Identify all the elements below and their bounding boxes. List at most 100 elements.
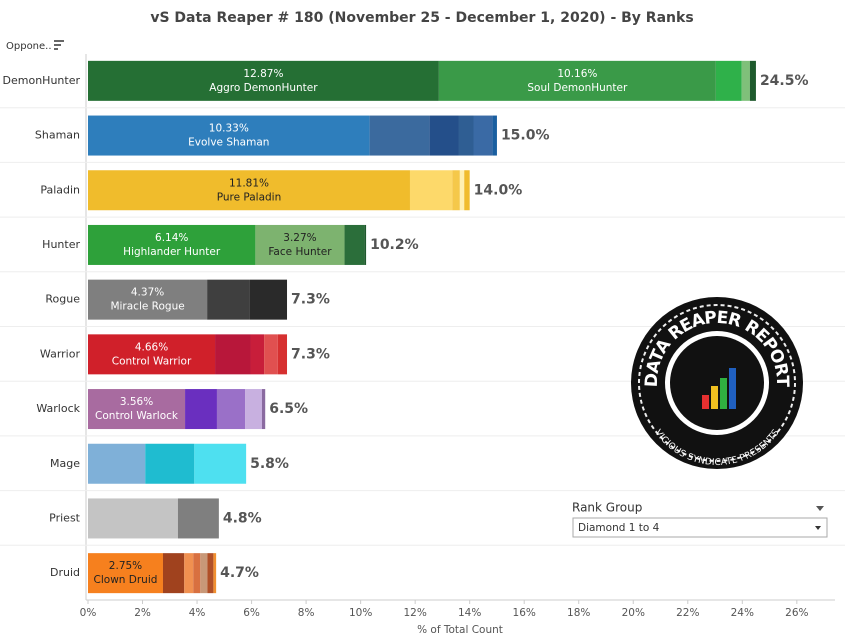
x-tick-label: 16% bbox=[513, 607, 536, 619]
total-label: 10.2% bbox=[370, 237, 419, 253]
x-tick-label: 14% bbox=[458, 607, 481, 619]
row-header[interactable]: Oppone.. bbox=[6, 41, 52, 52]
bar-segment bbox=[213, 553, 217, 594]
category-label: Paladin bbox=[40, 183, 80, 196]
segment-name: Control Warrior bbox=[112, 355, 192, 367]
total-label: 5.8% bbox=[250, 456, 289, 472]
bar-segment bbox=[438, 60, 716, 101]
bar-segment bbox=[741, 60, 750, 101]
category-label: Priest bbox=[49, 511, 81, 524]
filter-menu[interactable] bbox=[816, 506, 824, 511]
segment-value: 4.37% bbox=[131, 287, 164, 299]
bar-segment bbox=[145, 443, 195, 484]
x-tick-label: 4% bbox=[189, 607, 206, 619]
bar-segment bbox=[216, 389, 246, 430]
bar-segment bbox=[177, 498, 219, 539]
category-label: Warlock bbox=[36, 402, 80, 415]
x-tick-label: 24% bbox=[731, 607, 754, 619]
x-axis-title: % of Total Count bbox=[417, 624, 503, 636]
bar-segment bbox=[162, 553, 185, 594]
bar-segment bbox=[492, 115, 497, 156]
total-label: 6.5% bbox=[269, 401, 308, 417]
total-label: 4.7% bbox=[220, 565, 259, 581]
bar-segment bbox=[88, 170, 410, 211]
bar-segment bbox=[193, 553, 201, 594]
bar-segment bbox=[255, 224, 345, 265]
bar-segment bbox=[215, 334, 251, 375]
x-tick-label: 10% bbox=[349, 607, 372, 619]
bar-segment bbox=[409, 170, 453, 211]
segment-value: 3.27% bbox=[283, 232, 316, 244]
filter-value[interactable]: Diamond 1 to 4 bbox=[578, 522, 660, 534]
category-label: Shaman bbox=[35, 129, 80, 142]
segment-name: Face Hunter bbox=[268, 246, 332, 258]
bar-segment bbox=[464, 170, 470, 211]
category-label: Rogue bbox=[45, 293, 80, 306]
bar-segment bbox=[364, 224, 367, 265]
bar-segment bbox=[344, 224, 365, 265]
x-tick-label: 18% bbox=[567, 607, 590, 619]
bar-segment bbox=[185, 389, 217, 430]
category-label: Mage bbox=[50, 457, 80, 470]
logo: DATA REAPER REPORT VICIOUS SYNDICATE PRE… bbox=[631, 297, 803, 469]
segment-name: Pure Paladin bbox=[217, 191, 282, 203]
bar-segment bbox=[459, 170, 465, 211]
category-label: Druid bbox=[50, 566, 80, 579]
segment-value: 10.33% bbox=[209, 123, 249, 135]
x-tick-label: 22% bbox=[676, 607, 699, 619]
x-tick-label: 2% bbox=[134, 607, 151, 619]
total-label: 7.3% bbox=[291, 346, 330, 362]
bar-segment bbox=[88, 389, 186, 430]
x-tick-label: 26% bbox=[785, 607, 808, 619]
bar-segment bbox=[749, 60, 756, 101]
segment-name: Control Warlock bbox=[95, 410, 179, 422]
bar-segment bbox=[249, 279, 288, 320]
segment-name: Miracle Rogue bbox=[110, 301, 184, 313]
bar-segment bbox=[88, 443, 146, 484]
bar-segment bbox=[245, 389, 262, 430]
total-label: 7.3% bbox=[291, 292, 330, 308]
segment-value: 11.81% bbox=[229, 177, 269, 189]
segment-name: Highlander Hunter bbox=[123, 246, 221, 258]
total-label: 24.5% bbox=[760, 73, 809, 89]
bar-segment bbox=[277, 334, 288, 375]
segment-value: 6.14% bbox=[155, 232, 188, 244]
category-label: Warrior bbox=[40, 347, 81, 360]
total-label: 4.8% bbox=[223, 510, 262, 526]
bar-segment bbox=[207, 279, 250, 320]
sort-icon[interactable] bbox=[54, 40, 64, 50]
bar-segment bbox=[88, 553, 163, 594]
x-tick-label: 8% bbox=[298, 607, 315, 619]
bar-segment bbox=[207, 553, 214, 594]
segment-name: Aggro DemonHunter bbox=[209, 82, 318, 94]
x-tick-label: 20% bbox=[622, 607, 645, 619]
bar-segment bbox=[88, 498, 178, 539]
segment-name: Clown Druid bbox=[94, 574, 158, 586]
category-label: Hunter bbox=[42, 238, 80, 251]
bar-segment bbox=[458, 115, 474, 156]
x-tick-label: 0% bbox=[80, 607, 97, 619]
bar-segment bbox=[473, 115, 493, 156]
bar-segment bbox=[452, 170, 460, 211]
segment-value: 3.56% bbox=[120, 396, 153, 408]
dropdown-arrow[interactable] bbox=[815, 526, 821, 530]
bar-segment bbox=[261, 389, 266, 430]
bar-segment bbox=[88, 279, 208, 320]
bar-segment bbox=[715, 60, 742, 101]
bar-segment bbox=[184, 553, 194, 594]
segment-value: 2.75% bbox=[109, 560, 142, 572]
segment-value: 10.16% bbox=[557, 68, 597, 80]
bar-segment bbox=[88, 60, 439, 101]
filter-dropdown[interactable] bbox=[572, 517, 828, 538]
segment-value: 12.87% bbox=[243, 68, 283, 80]
chart-title: vS Data Reaper # 180 (November 25 - Dece… bbox=[150, 10, 693, 26]
segment-name: Evolve Shaman bbox=[188, 137, 269, 149]
segment-name: Soul DemonHunter bbox=[527, 82, 628, 94]
x-tick-label: 6% bbox=[243, 607, 260, 619]
bar-segment bbox=[194, 443, 247, 484]
bar-segment bbox=[88, 115, 370, 156]
bar-segment bbox=[250, 334, 265, 375]
bar-segment bbox=[88, 334, 216, 375]
bar-segment bbox=[369, 115, 430, 156]
bar-segment bbox=[200, 553, 208, 594]
